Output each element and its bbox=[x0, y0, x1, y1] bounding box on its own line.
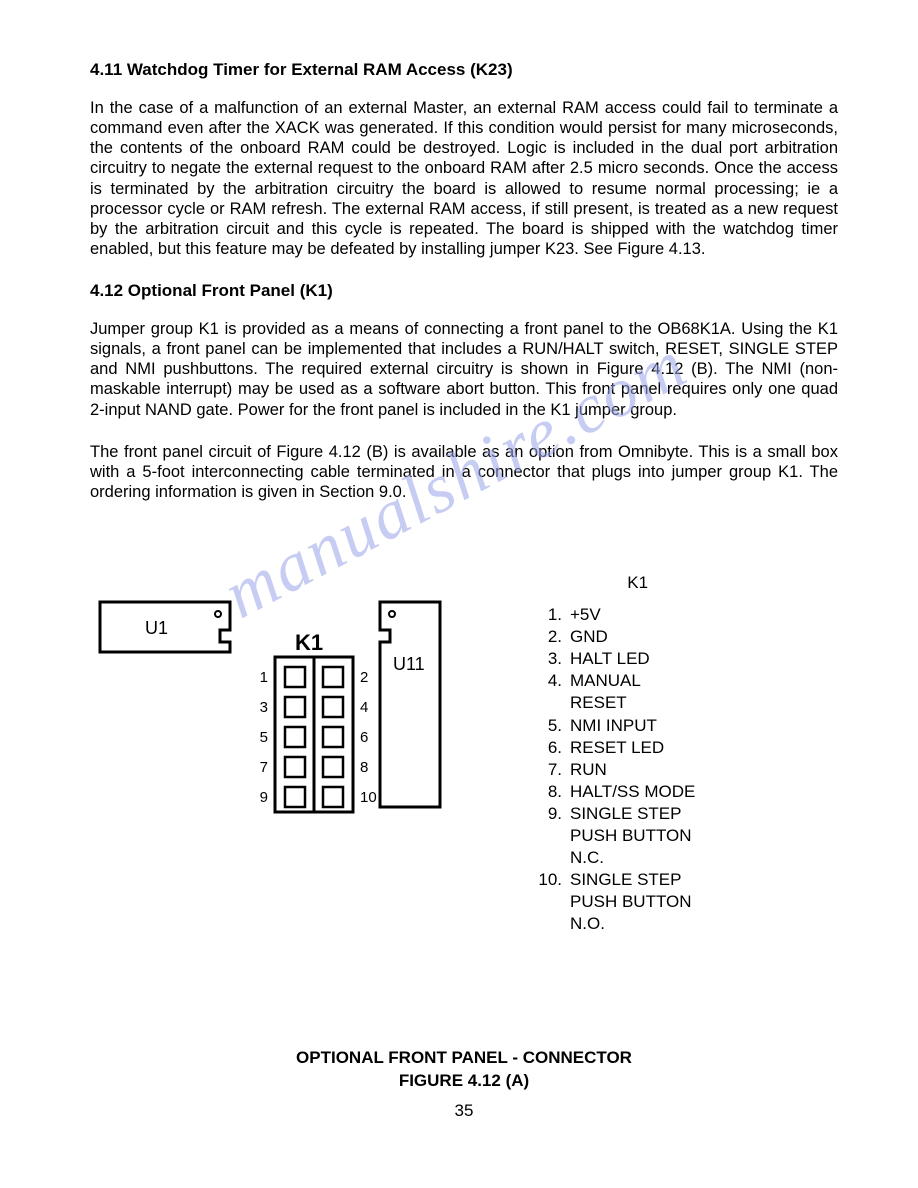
pin-item-2: 2.GND bbox=[530, 626, 695, 648]
pin-item-3: 3.HALT LED bbox=[530, 648, 695, 670]
u1-chip: U1 bbox=[100, 602, 230, 652]
pin2-num: 2 bbox=[360, 669, 368, 686]
u11-chip: U11 bbox=[380, 602, 440, 807]
pin-list: 1.+5V 2.GND 3.HALT LED 4.MANUAL RESET 5.… bbox=[530, 604, 695, 935]
pin10-num: 10 bbox=[360, 789, 377, 806]
section-412-para1: Jumper group K1 is provided as a means o… bbox=[90, 319, 838, 420]
section-411-body: In the case of a malfunction of an exter… bbox=[90, 98, 838, 259]
connector-diagram: U1 U11 K1 bbox=[90, 572, 450, 832]
pin5-num: 5 bbox=[260, 729, 268, 746]
section-412-heading: 4.12 Optional Front Panel (K1) bbox=[90, 281, 838, 301]
pin-item-9c: N.C. bbox=[530, 847, 695, 869]
pin-item-4b: RESET bbox=[530, 692, 695, 714]
pin-item-9: 9.SINGLE STEP bbox=[530, 803, 695, 825]
pin8-num: 8 bbox=[360, 759, 368, 776]
pin-item-10c: N.O. bbox=[530, 913, 695, 935]
u1-label: U1 bbox=[145, 618, 168, 638]
pin-item-10b: PUSH BUTTON bbox=[530, 891, 695, 913]
pin-legend-title: K1 bbox=[580, 572, 695, 594]
k1-connector: 1 3 5 7 9 2 4 6 8 10 bbox=[260, 657, 377, 812]
u11-label: U11 bbox=[393, 654, 425, 674]
pin-item-5: 5.NMI INPUT bbox=[530, 715, 695, 737]
pin-item-9b: PUSH BUTTON bbox=[530, 825, 695, 847]
page-content: manualshire.com 4.11 Watchdog Timer for … bbox=[0, 0, 918, 1161]
section-412-para2: The front panel circuit of Figure 4.12 (… bbox=[90, 442, 838, 502]
pin3-num: 3 bbox=[260, 699, 268, 716]
pin-item-10: 10.SINGLE STEP bbox=[530, 869, 695, 891]
pin6-num: 6 bbox=[360, 729, 368, 746]
figure-caption-line2: FIGURE 4.12 (A) bbox=[90, 1069, 838, 1093]
section-411-heading: 4.11 Watchdog Timer for External RAM Acc… bbox=[90, 60, 838, 80]
pin7-num: 7 bbox=[260, 759, 268, 776]
pin-item-4: 4.MANUAL bbox=[530, 670, 695, 692]
figure-caption: OPTIONAL FRONT PANEL - CONNECTOR FIGURE … bbox=[90, 1046, 838, 1094]
pin4-num: 4 bbox=[360, 699, 368, 716]
pin9-num: 9 bbox=[260, 789, 268, 806]
page-number: 35 bbox=[90, 1101, 838, 1121]
pin-item-8: 8.HALT/SS MODE bbox=[530, 781, 695, 803]
figure-caption-line1: OPTIONAL FRONT PANEL - CONNECTOR bbox=[90, 1046, 838, 1070]
pin-item-7: 7.RUN bbox=[530, 759, 695, 781]
pin-item-6: 6.RESET LED bbox=[530, 737, 695, 759]
pin-item-1: 1.+5V bbox=[530, 604, 695, 626]
pin1-num: 1 bbox=[260, 669, 268, 686]
figure-area: U1 U11 K1 bbox=[90, 572, 838, 936]
k1-diagram-label: K1 bbox=[295, 630, 323, 655]
pin-legend: K1 1.+5V 2.GND 3.HALT LED 4.MANUAL RESET… bbox=[530, 572, 695, 936]
